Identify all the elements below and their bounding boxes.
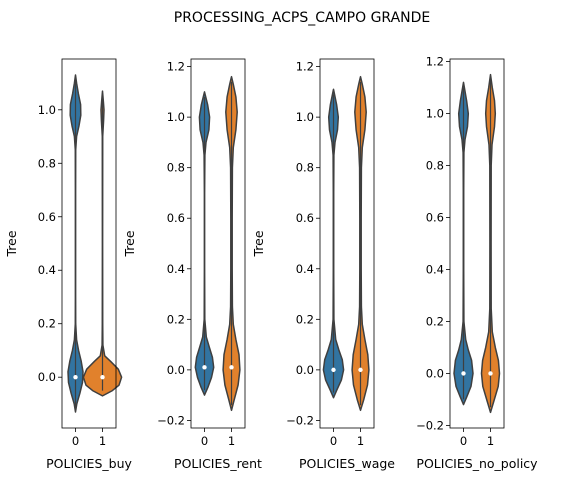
y-tick-label: −0.2 — [157, 413, 185, 427]
y-tick-label: 0.0 — [38, 370, 56, 384]
y-tick-label: 0.6 — [38, 210, 56, 224]
x-tick-label: 0 — [330, 434, 337, 448]
panel-3: −0.2 0.0 0.2 0.4 0.6 0.8 1.0 1.2 0 1 POLICIES_no_p… — [416, 55, 538, 471]
x-tick-label: 1 — [99, 434, 106, 448]
panel-1: −0.2 0.0 0.2 0.4 0.6 0.8 1.0 1.2 0 1 POLICIES_rent… — [122, 58, 262, 471]
x-tick-label: 1 — [228, 434, 235, 448]
x-axis-label: POLICIES_buy — [46, 456, 132, 471]
y-tick-label: 1.2 — [167, 60, 185, 74]
violin-median-dot — [488, 371, 493, 376]
x-axis-label: POLICIES_rent — [174, 456, 262, 471]
y-tick-label: −0.2 — [416, 418, 444, 432]
axes-frame — [61, 58, 117, 429]
axes-frame — [449, 58, 505, 429]
violin-median-dot — [331, 367, 336, 373]
y-tick-label: 1.0 — [167, 110, 185, 124]
violin-median-dot — [202, 365, 207, 370]
violin-median-dot — [73, 374, 78, 380]
y-tick-label: −0.2 — [286, 413, 314, 427]
y-tick-label: 0.0 — [167, 363, 185, 377]
y-tick-label: 0.8 — [296, 161, 314, 175]
x-axis-label: POLICIES_no_policy — [416, 456, 538, 471]
y-tick-label: 1.0 — [38, 103, 56, 117]
y-tick-label: 0.4 — [167, 262, 185, 276]
violin-median-dot — [100, 374, 105, 380]
y-tick-label: 0.0 — [426, 366, 444, 380]
violin-median-dot — [358, 367, 363, 373]
y-axis-label: Tree — [4, 230, 19, 257]
violin-median-dot — [461, 371, 466, 376]
axes-frame — [190, 58, 246, 429]
y-tick-label: 0.8 — [167, 161, 185, 175]
x-tick-label: 1 — [357, 434, 364, 448]
x-tick-label: 1 — [487, 434, 494, 448]
y-tick-label: 1.2 — [296, 60, 314, 74]
y-tick-label: 0.4 — [426, 262, 444, 276]
y-axis-label: Tree — [251, 230, 266, 257]
x-tick-label: 0 — [201, 434, 208, 448]
y-tick-label: 0.0 — [296, 363, 314, 377]
panel-0: 0.0 0.2 0.4 0.6 0.8 1.0 0 1 POLICIES_buy Tree — [4, 58, 132, 471]
y-tick-label: 0.6 — [167, 211, 185, 225]
y-tick-label: 0.2 — [38, 317, 56, 331]
y-tick-label: 0.4 — [38, 263, 56, 277]
y-tick-label: 0.2 — [296, 312, 314, 326]
y-tick-label: 0.8 — [38, 156, 56, 170]
y-tick-label: 0.2 — [426, 314, 444, 328]
violin-median-dot — [229, 365, 234, 370]
panel-2: −0.2 0.0 0.2 0.4 0.6 0.8 1.0 1.2 0 1 POLICIES_wage… — [251, 58, 395, 471]
x-tick-label: 0 — [72, 434, 79, 448]
y-tick-label: 0.6 — [426, 211, 444, 225]
y-tick-label: 0.2 — [167, 312, 185, 326]
y-axis-label: Tree — [122, 230, 137, 257]
chart-title: PROCESSING_ACPS_CAMPO GRANDE — [174, 10, 431, 26]
y-tick-label: 0.6 — [296, 211, 314, 225]
y-tick-label: 0.8 — [426, 159, 444, 173]
axes-frame — [319, 58, 375, 429]
x-axis-label: POLICIES_wage — [299, 456, 395, 471]
y-tick-label: 1.2 — [426, 55, 444, 69]
y-tick-label: 1.0 — [296, 110, 314, 124]
y-tick-label: 0.4 — [296, 262, 314, 276]
x-tick-label: 0 — [460, 434, 467, 448]
y-tick-label: 1.0 — [426, 107, 444, 121]
